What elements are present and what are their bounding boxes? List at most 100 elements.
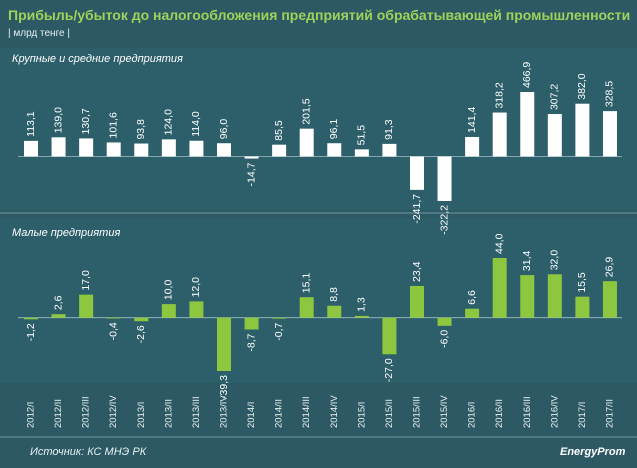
value-label: 307,2	[549, 84, 561, 110]
panel-bg	[0, 218, 637, 383]
bar	[547, 114, 562, 157]
value-label: -2,6	[135, 325, 147, 343]
value-label: 17,0	[80, 270, 92, 291]
bar	[382, 143, 397, 157]
x-tick-label: 2016/III	[522, 396, 533, 428]
value-label: -322,2	[438, 205, 450, 235]
value-label: 130,7	[80, 108, 92, 134]
value-label: -27,0	[383, 358, 395, 382]
value-label: 51,5	[356, 125, 368, 146]
value-label: 113,1	[25, 111, 37, 137]
bar	[272, 144, 287, 157]
bar	[244, 317, 259, 330]
value-label: 23,4	[411, 261, 423, 282]
value-label: 96,0	[218, 119, 230, 140]
value-label: 91,3	[383, 119, 395, 140]
bar	[602, 281, 617, 318]
value-label: 44,0	[493, 233, 505, 254]
x-tick-label: 2012/I	[26, 402, 37, 428]
value-label: -39,3	[218, 375, 230, 399]
panel-bg	[0, 48, 637, 210]
value-label: 96,1	[328, 119, 340, 140]
bar	[492, 112, 507, 157]
bar	[327, 143, 342, 157]
x-tick-label: 2012/II	[53, 399, 64, 428]
bar	[134, 317, 149, 322]
bar	[575, 296, 590, 318]
x-tick-label: 2015/III	[411, 396, 422, 428]
bar	[189, 301, 204, 318]
bar	[575, 103, 590, 157]
value-label: -14,7	[245, 162, 257, 186]
x-tick-label: 2016/I	[467, 402, 478, 428]
x-tick-label: 2014/I	[246, 402, 257, 428]
panel-title: Крупные и средние предприятия	[12, 53, 183, 65]
bar	[437, 156, 452, 201]
x-tick-label: 2013/II	[163, 399, 174, 428]
x-tick-label: 2014/II	[274, 399, 285, 428]
value-label: 328,5	[604, 81, 616, 107]
value-label: 318,2	[493, 82, 505, 108]
bar	[24, 317, 38, 320]
value-label: 141,4	[466, 107, 478, 133]
value-label: -8,7	[245, 333, 257, 351]
value-label: -1,2	[25, 323, 37, 341]
value-label: -241,7	[411, 194, 423, 224]
bar	[382, 317, 397, 355]
value-label: 201,5	[300, 98, 312, 124]
bar	[492, 258, 507, 318]
bar	[106, 142, 121, 157]
value-label: 124,0	[163, 109, 175, 135]
value-label: 12,0	[190, 277, 202, 298]
bar	[24, 140, 38, 157]
value-label: -6,0	[438, 330, 450, 348]
x-tick-label: 2012/III	[81, 396, 92, 428]
bar	[161, 139, 176, 157]
bar	[299, 297, 314, 318]
value-label: 114,0	[190, 111, 202, 137]
x-tick-label: 2016/IV	[549, 395, 560, 428]
bar	[354, 149, 369, 157]
bar	[465, 308, 480, 318]
bar	[244, 156, 259, 159]
bar	[134, 143, 149, 157]
x-tick-label: 2013/I	[136, 402, 147, 428]
x-tick-label: 2014/III	[301, 396, 312, 428]
value-label: 1,3	[356, 297, 368, 312]
bar	[51, 314, 66, 318]
value-label: 15,5	[576, 272, 588, 293]
bar	[327, 305, 342, 318]
x-tick-label: 2014/IV	[329, 395, 340, 428]
x-tick-label: 2013/IV	[219, 395, 230, 428]
value-label: 8,8	[328, 287, 340, 302]
chart-title: Прибыль/убыток до налогообложения предпр…	[8, 7, 630, 23]
source: Источник: КС МНЭ РК	[30, 446, 147, 458]
value-label: -0,4	[107, 322, 119, 340]
bar	[51, 137, 66, 157]
bar	[216, 317, 231, 371]
value-label: 32,0	[549, 250, 561, 271]
bar	[520, 92, 535, 157]
value-label: 466,9	[521, 62, 533, 88]
x-tick-label: 2015/II	[384, 399, 395, 428]
value-label: 31,4	[521, 250, 533, 271]
bar	[299, 128, 314, 157]
value-label: 6,6	[466, 290, 478, 305]
x-tick-label: 2016/II	[494, 399, 505, 428]
bar	[437, 317, 452, 326]
bar	[547, 274, 562, 318]
chart-subtitle: | млрд тенге |	[8, 28, 70, 39]
bar	[602, 111, 617, 157]
x-tick-label: 2012/IV	[108, 395, 119, 428]
bar	[79, 138, 94, 157]
bar	[409, 156, 424, 190]
value-label: 101,6	[107, 112, 119, 138]
panel-title: Малые предприятия	[12, 227, 120, 239]
value-label: 26,9	[604, 257, 616, 278]
x-tick-label: 2013/III	[191, 396, 202, 428]
x-tick-label: 2017/I	[577, 402, 588, 428]
bar	[216, 143, 231, 157]
value-label: 15,1	[300, 273, 312, 294]
bar	[161, 304, 176, 318]
